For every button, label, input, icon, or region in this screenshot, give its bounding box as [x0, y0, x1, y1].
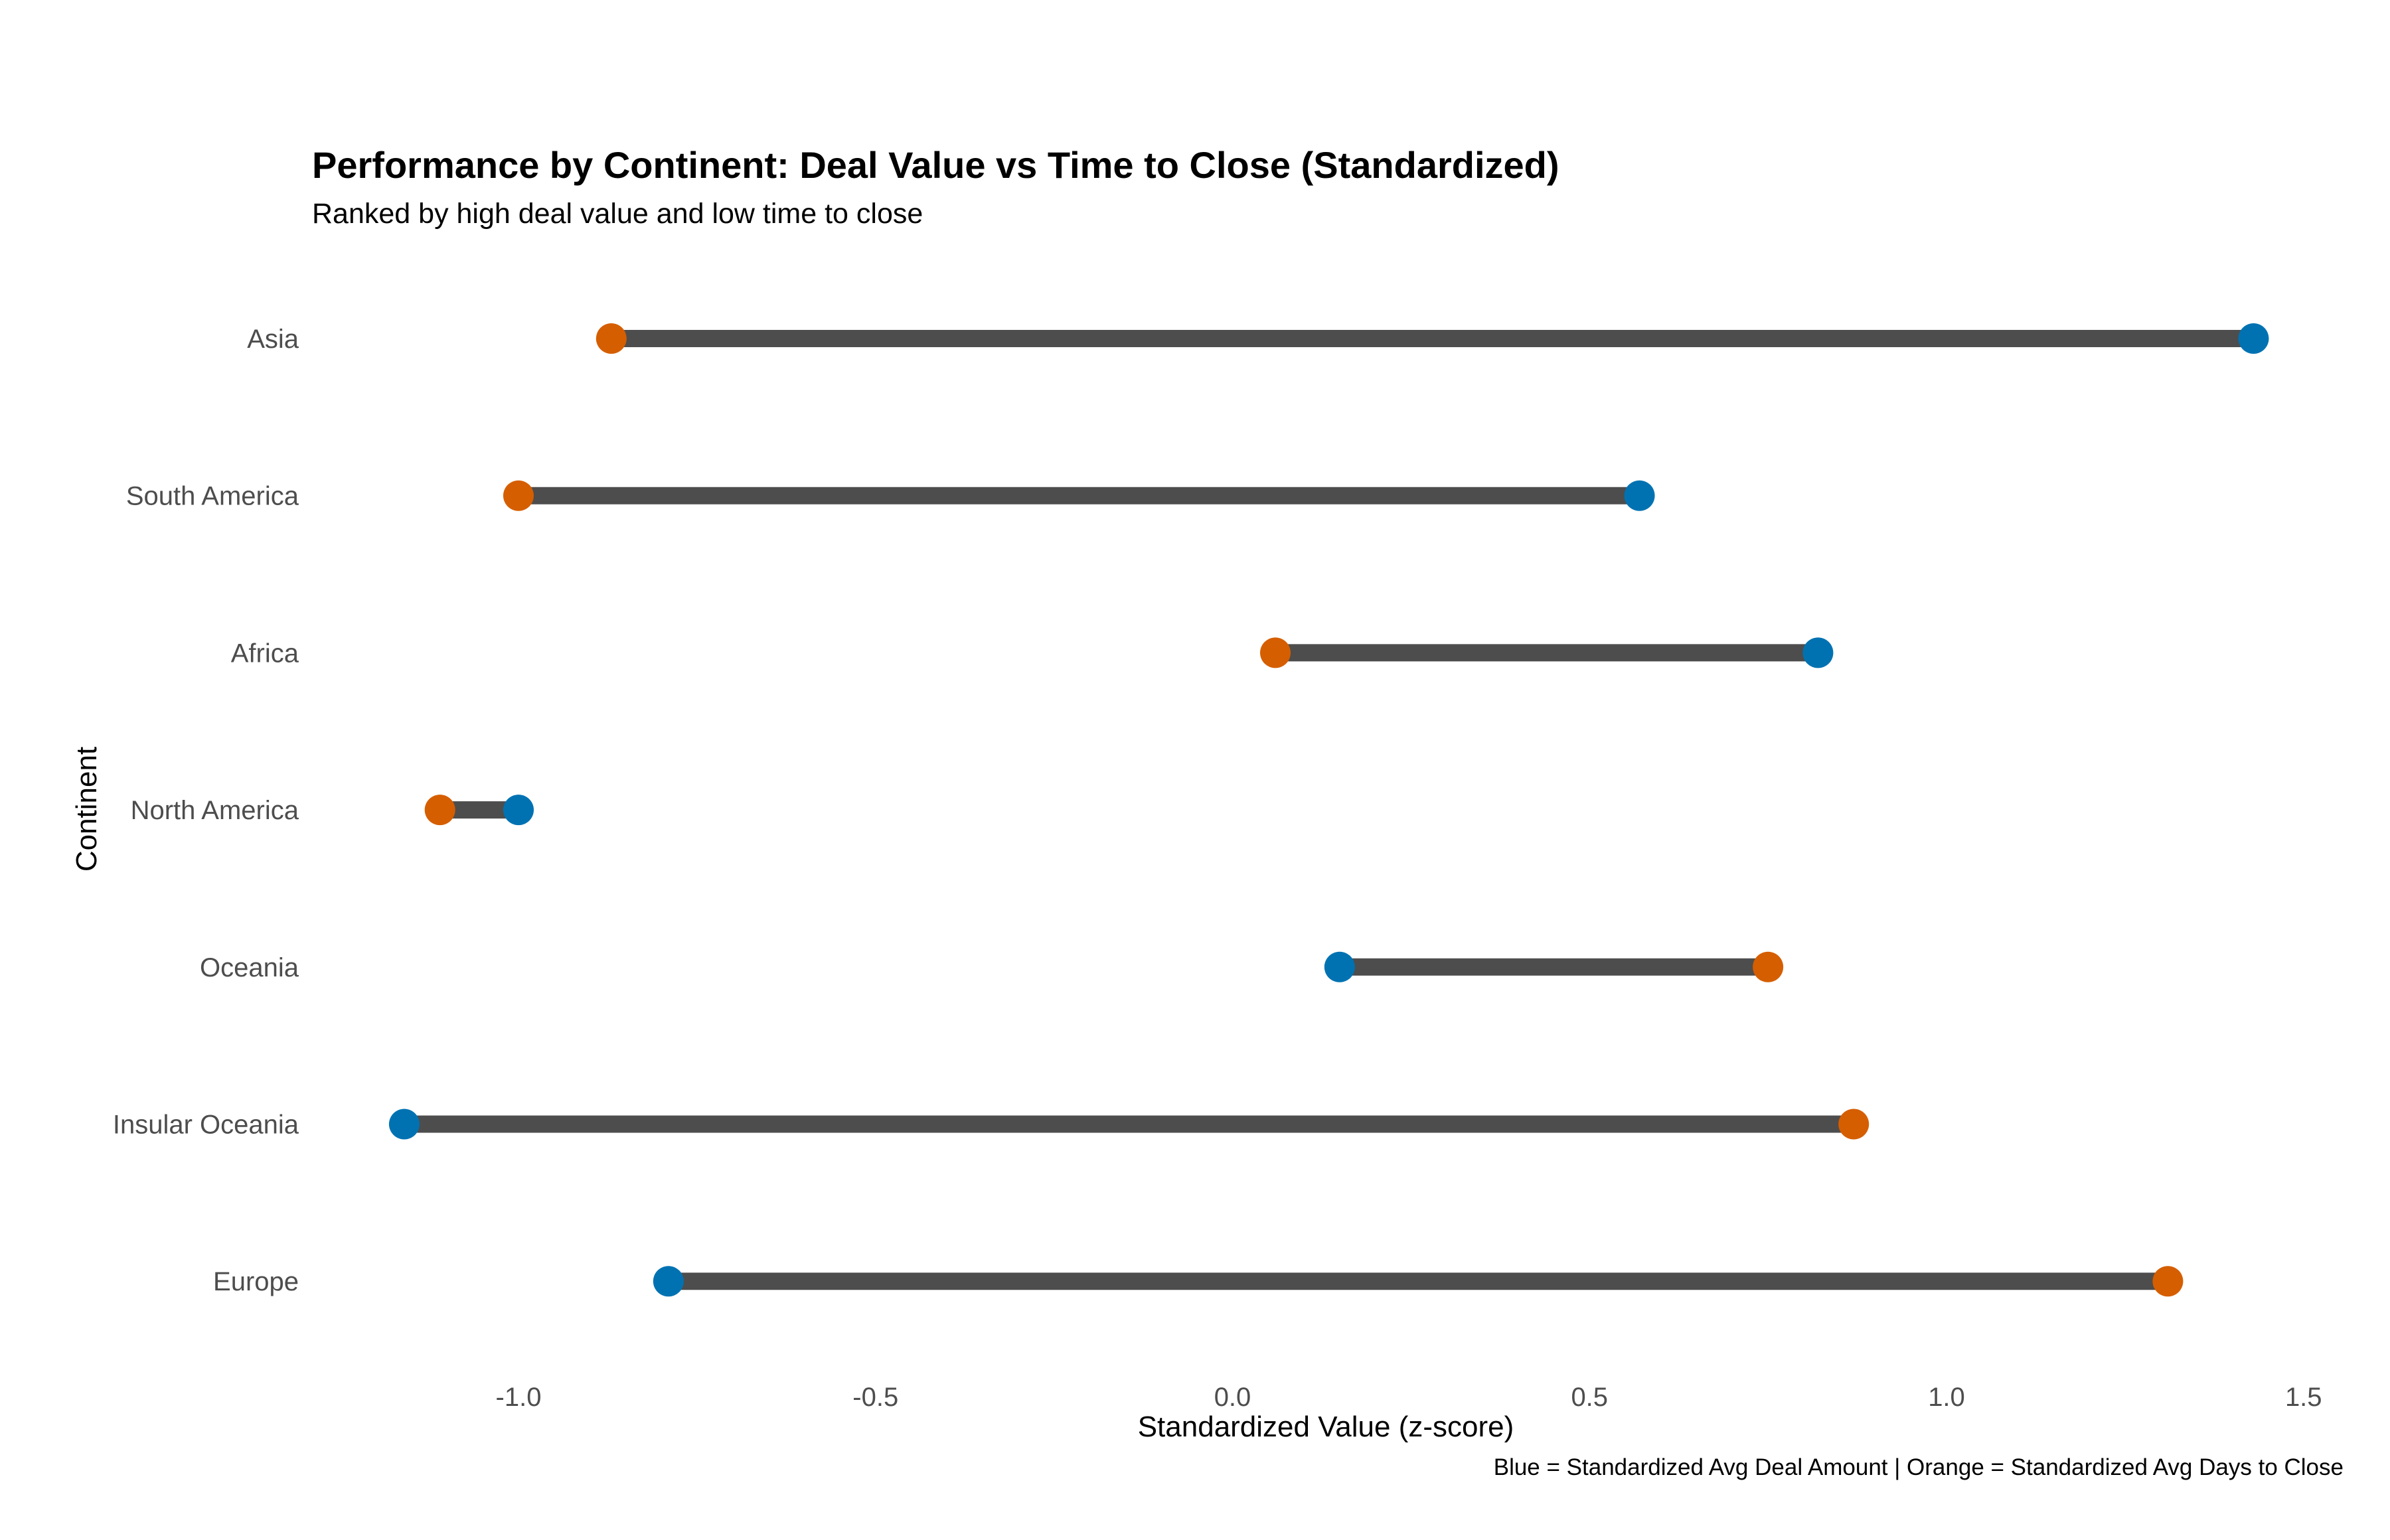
- x-tick-label: 0.0: [1214, 1383, 1251, 1412]
- y-tick-insular-oceania: Insular Oceania: [113, 1111, 299, 1140]
- point-days-to-close-insular-oceania: [1838, 1109, 1870, 1140]
- point-deal-amount-north-america: [503, 795, 534, 826]
- point-days-to-close-oceania: [1753, 951, 1784, 982]
- point-deal-amount-insular-oceania: [388, 1109, 420, 1140]
- y-tick-north-america: North America: [131, 796, 299, 825]
- chart-caption: Blue = Standardized Avg Deal Amount | Or…: [1494, 1454, 2344, 1480]
- chart-subtitle: Ranked by high deal value and low time t…: [312, 198, 923, 230]
- y-tick-asia: Asia: [247, 325, 299, 354]
- y-axis-label: Continent: [70, 747, 103, 872]
- points-layer: [388, 323, 2269, 1297]
- point-days-to-close-europe: [2152, 1266, 2184, 1297]
- x-tick-labels: -1.0 -0.5 0.0 0.5 1.0 1.5: [496, 1383, 2322, 1412]
- x-tick-label: 0.5: [1571, 1383, 1608, 1412]
- point-days-to-close-asia: [596, 323, 627, 354]
- point-deal-amount-south-america: [1624, 480, 1655, 511]
- y-tick-africa: Africa: [231, 639, 299, 668]
- point-deal-amount-oceania: [1324, 951, 1355, 982]
- point-deal-amount-europe: [653, 1266, 684, 1297]
- point-days-to-close-africa: [1260, 637, 1291, 668]
- y-tick-south-america: South America: [126, 482, 299, 511]
- x-tick-label: 1.0: [1928, 1383, 1965, 1412]
- x-tick-label: -1.0: [496, 1383, 542, 1412]
- point-days-to-close-south-america: [503, 480, 534, 511]
- x-tick-label: -0.5: [852, 1383, 898, 1412]
- y-tick-europe: Europe: [213, 1267, 299, 1296]
- point-days-to-close-north-america: [424, 795, 455, 826]
- x-tick-label: 1.5: [2285, 1383, 2322, 1412]
- y-tick-oceania: Oceania: [200, 953, 299, 982]
- point-deal-amount-asia: [2238, 323, 2269, 354]
- chart-title: Performance by Continent: Deal Value vs …: [312, 144, 1559, 186]
- point-deal-amount-africa: [1802, 637, 1834, 668]
- y-tick-labels: Asia South America Africa North America Ocea…: [113, 325, 299, 1296]
- x-axis-label: Standardized Value (z-score): [1138, 1411, 1514, 1443]
- segments-layer: [404, 330, 2254, 1290]
